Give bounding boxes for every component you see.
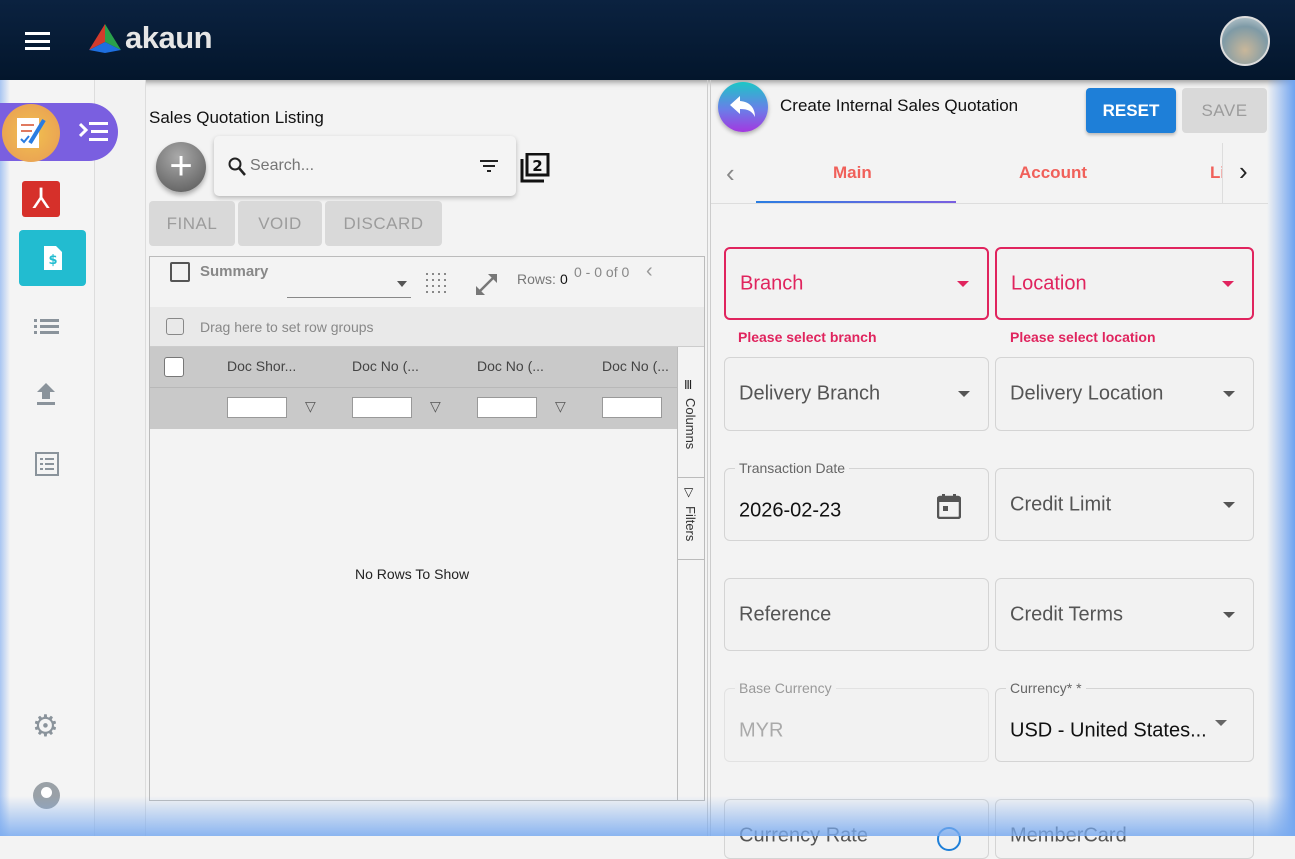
member-card-field[interactable]: MemberCard xyxy=(995,799,1254,859)
user-avatar[interactable] xyxy=(1220,16,1270,66)
column-filter-icon[interactable]: ▽ xyxy=(305,398,316,414)
tab-lines[interactable]: Li xyxy=(1210,163,1222,182)
rows-count: 0 xyxy=(560,271,568,287)
delivery-branch-select[interactable]: Delivery Branch xyxy=(724,357,989,431)
base-currency-label: Base Currency xyxy=(735,680,836,696)
tabs-divider xyxy=(711,203,1268,204)
summary-checkbox[interactable] xyxy=(170,262,190,282)
profile-icon[interactable] xyxy=(33,782,60,809)
back-button[interactable] xyxy=(718,82,768,132)
menu-icon[interactable] xyxy=(25,32,50,50)
side-tool-panel xyxy=(677,347,704,800)
search-box[interactable] xyxy=(214,136,516,196)
tab-main[interactable]: Main xyxy=(833,163,872,182)
delivery-location-select[interactable]: Delivery Location xyxy=(995,357,1254,431)
info-icon[interactable] xyxy=(937,827,961,851)
column-header[interactable]: Doc No (... xyxy=(352,358,419,374)
column-header[interactable]: Doc Shor... xyxy=(227,358,297,374)
app-logo-text: akaun xyxy=(125,20,213,55)
location-select[interactable]: Location xyxy=(995,247,1254,320)
discard-button[interactable]: DISCARD xyxy=(325,201,442,246)
top-bar: akaun xyxy=(0,0,1295,80)
pagination-text: 0 - 0 of 0 xyxy=(574,264,630,280)
akaun-logo-icon xyxy=(89,24,121,53)
tab-main-indicator xyxy=(756,201,956,203)
currency-value: USD - United States... xyxy=(1010,719,1207,742)
branch-select[interactable]: Branch xyxy=(724,247,989,320)
save-button[interactable]: SAVE xyxy=(1182,88,1267,133)
column-filter-input[interactable] xyxy=(477,397,537,418)
listing-title: Sales Quotation Listing xyxy=(149,108,324,127)
base-currency-field: Base Currency MYR xyxy=(724,680,989,762)
form-title: Create Internal Sales Quotation xyxy=(780,96,1019,115)
column-filter-input[interactable] xyxy=(227,397,287,418)
final-button[interactable]: FINAL xyxy=(149,201,235,246)
prev-page-icon[interactable]: ‹ xyxy=(646,260,653,282)
transaction-date-label: Transaction Date xyxy=(735,460,850,476)
column-filter-input[interactable] xyxy=(352,397,412,418)
panel-divider xyxy=(707,80,711,836)
row-groups-bar xyxy=(150,307,704,347)
reference-input[interactable]: Reference xyxy=(724,578,989,651)
settings-icon[interactable]: ⚙ xyxy=(32,710,59,743)
header-divider xyxy=(150,387,677,388)
tab-scroll-right[interactable]: › xyxy=(1222,143,1268,203)
search-input[interactable] xyxy=(250,154,470,178)
quotation-app-icon[interactable] xyxy=(2,104,60,162)
edge-glow xyxy=(0,80,10,836)
report-icon[interactable] xyxy=(35,452,59,476)
sidebar-item-sales-doc[interactable]: $ xyxy=(19,230,86,286)
currency-rate-field[interactable]: Currency Rate xyxy=(724,799,989,859)
pdf-icon[interactable]: ⅄ xyxy=(22,181,60,217)
credit-limit-select[interactable]: Credit Limit xyxy=(995,468,1254,541)
svg-text:$: $ xyxy=(48,253,57,268)
grid-dots-icon[interactable] xyxy=(425,272,449,296)
transaction-date-value: 2026-02-23 xyxy=(739,499,842,522)
currency-select[interactable]: Currency* * USD - United States... xyxy=(995,680,1254,762)
list-icon[interactable] xyxy=(34,318,59,334)
rows-label: Rows: xyxy=(517,271,556,287)
edge-glow xyxy=(1267,80,1295,836)
branch-error: Please select branch xyxy=(738,329,877,345)
tab-scroll-left[interactable]: ‹ xyxy=(726,158,735,188)
reply-icon xyxy=(730,96,755,117)
select-all-checkbox[interactable] xyxy=(164,357,184,377)
filters-tab[interactable]: ▽ Filters xyxy=(678,478,704,560)
summary-label: Summary xyxy=(200,263,269,280)
row-groups-hint: Drag here to set row groups xyxy=(200,319,374,335)
column-filter-icon[interactable]: ▽ xyxy=(555,398,566,414)
pages-icon[interactable]: 2 xyxy=(520,153,550,183)
calendar-icon[interactable] xyxy=(937,493,961,519)
transaction-date-field[interactable]: Transaction Date 2026-02-23 xyxy=(724,460,989,541)
credit-terms-select[interactable]: Credit Terms xyxy=(995,578,1254,651)
column-filter-input[interactable] xyxy=(602,397,662,418)
row-groups-icon xyxy=(166,318,184,335)
search-icon xyxy=(228,157,246,176)
summary-select[interactable] xyxy=(287,274,411,298)
base-currency-value: MYR xyxy=(739,719,784,742)
empty-message: No Rows To Show xyxy=(355,566,470,582)
filters-tab-label: Filters xyxy=(683,506,698,542)
columns-tab-label: Columns xyxy=(683,398,698,450)
void-button[interactable]: VOID xyxy=(238,201,322,246)
column-filter-icon[interactable]: ▽ xyxy=(430,398,441,414)
filter-icon[interactable] xyxy=(480,160,498,173)
dollar-document-icon: $ xyxy=(43,246,62,270)
upload-icon[interactable] xyxy=(37,383,55,406)
column-header[interactable]: Doc No (... xyxy=(477,358,544,374)
location-error: Please select location xyxy=(1010,329,1156,345)
side-gutter xyxy=(95,80,146,836)
columns-tab[interactable]: Ⅲ Columns xyxy=(678,368,704,478)
tab-account[interactable]: Account xyxy=(1019,163,1087,182)
collapse-menu-icon[interactable] xyxy=(79,121,109,143)
column-header[interactable]: Doc No (... xyxy=(602,358,669,374)
expand-icon[interactable] xyxy=(474,272,499,297)
reset-button[interactable]: RESET xyxy=(1086,88,1176,133)
svg-text:2: 2 xyxy=(532,157,542,175)
add-button[interactable]: + xyxy=(156,142,206,192)
currency-label: Currency* * xyxy=(1006,680,1086,696)
